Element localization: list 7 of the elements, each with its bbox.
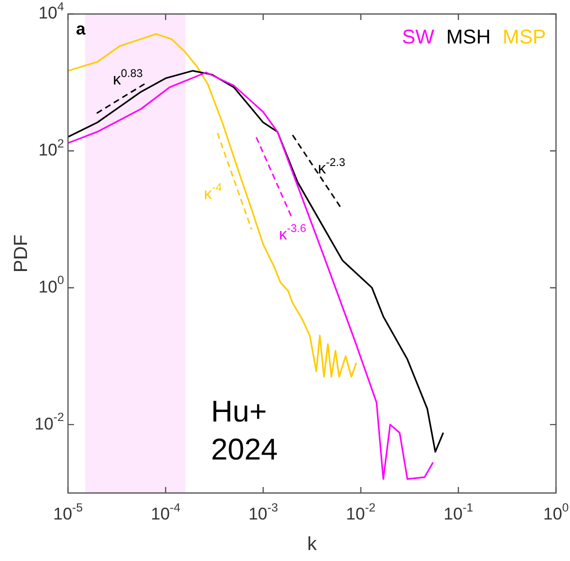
annotation: Hu+ 2024 <box>211 395 278 466</box>
annotation: a <box>76 20 86 39</box>
text: MSP <box>502 26 546 49</box>
y-axis-title: PDF <box>11 234 32 272</box>
text: MSH <box>446 26 491 49</box>
x-axis-title: k <box>307 534 318 556</box>
text: SW <box>402 26 434 49</box>
